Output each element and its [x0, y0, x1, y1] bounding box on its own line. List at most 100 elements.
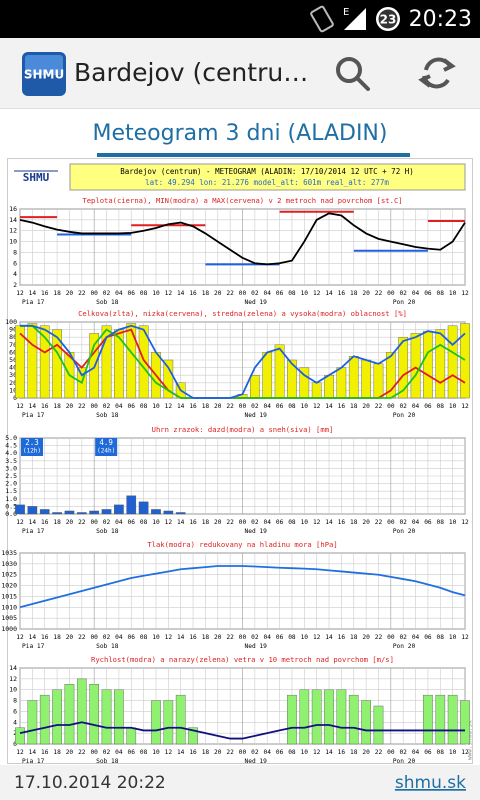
- y-tick-label: 4: [13, 718, 17, 726]
- x-tick-label: 22: [78, 749, 86, 756]
- x-tick-label: 04: [412, 634, 420, 641]
- x-tick-label: 02: [399, 634, 407, 641]
- bar: [435, 329, 446, 399]
- x-tick-label: 16: [41, 290, 49, 297]
- x-tick-label: 16: [189, 290, 197, 297]
- y-tick-label: 1.5: [5, 487, 17, 495]
- bar: [89, 510, 100, 515]
- x-tick-label: 06: [128, 290, 136, 297]
- x-tick-label: 18: [202, 749, 210, 756]
- x-tick-label: 22: [375, 634, 383, 641]
- line: [19, 721, 465, 740]
- day-label: Pia 17: [22, 528, 45, 535]
- x-tick-label: 10: [301, 634, 309, 641]
- x-tick-label: 14: [325, 749, 333, 756]
- x-tick-label: 08: [288, 519, 296, 526]
- x-tick-label: 20: [66, 749, 74, 756]
- x-tick-label: 12: [16, 403, 24, 410]
- x-tick-label: 02: [251, 519, 259, 526]
- x-tick-label: 12: [16, 519, 24, 526]
- header-line2: lat: 49.294 lon: 21.276 model_alt: 601m …: [145, 178, 389, 187]
- y-tick-label: 4.0: [5, 449, 17, 457]
- day-label: Pia 17: [22, 412, 45, 419]
- y-tick-label: 100: [5, 318, 17, 326]
- x-tick-label: 12: [461, 403, 469, 410]
- x-tick-label: 18: [53, 519, 61, 526]
- bar: [52, 329, 62, 399]
- day-label: Ned 19: [245, 758, 268, 765]
- bar: [101, 325, 112, 399]
- day-label: Pon 20: [393, 299, 416, 306]
- y-tick-label: 6: [13, 707, 17, 715]
- x-tick-label: 00: [90, 403, 98, 410]
- y-tick-label: 1035: [1, 549, 17, 557]
- sum-value: 4.9: [99, 438, 113, 447]
- y-tick-label: 0.0: [5, 510, 17, 518]
- bar: [348, 694, 359, 745]
- x-tick-label: 22: [226, 403, 234, 410]
- x-tick-label: 02: [251, 403, 259, 410]
- x-tick-label: 20: [214, 403, 222, 410]
- x-tick-label: 02: [103, 749, 111, 756]
- x-tick-label: 02: [103, 290, 111, 297]
- x-tick-label: 12: [313, 634, 321, 641]
- x-tick-label: 10: [449, 519, 457, 526]
- x-tick-label: 20: [214, 749, 222, 756]
- bar: [101, 689, 112, 745]
- x-tick-label: 04: [115, 519, 123, 526]
- bar: [299, 689, 310, 745]
- x-tick-label: 00: [239, 519, 247, 526]
- x-tick-label: 10: [449, 290, 457, 297]
- app-logo-text: SHMU: [24, 68, 64, 82]
- footer-link[interactable]: shmu.sk: [395, 773, 466, 793]
- x-tick-label: 02: [251, 290, 259, 297]
- x-tick-label: 20: [66, 634, 74, 641]
- sum-value: 2.3: [25, 438, 39, 447]
- bar: [324, 689, 334, 745]
- x-tick-label: 06: [276, 749, 284, 756]
- x-tick-label: 10: [449, 749, 457, 756]
- x-tick-label: 02: [103, 519, 111, 526]
- x-tick-label: 22: [78, 403, 86, 410]
- x-tick-label: 14: [177, 634, 185, 641]
- search-button[interactable]: [336, 57, 370, 91]
- bar: [262, 352, 273, 399]
- x-tick-label: 22: [226, 519, 234, 526]
- x-tick-label: 18: [53, 749, 61, 756]
- bar: [163, 700, 174, 745]
- x-tick-label: 12: [313, 519, 321, 526]
- day-label: Sob 18: [96, 643, 119, 650]
- badge-count: 23: [380, 13, 397, 27]
- y-tick-label: 40: [9, 364, 17, 372]
- x-tick-label: 16: [338, 519, 346, 526]
- x-tick-label: 18: [350, 634, 358, 641]
- bar: [435, 694, 446, 745]
- x-tick-label: 14: [325, 519, 333, 526]
- x-tick-label: 04: [115, 290, 123, 297]
- y-tick-label: 0.5: [5, 502, 17, 510]
- x-tick-label: 00: [239, 634, 247, 641]
- x-tick-label: 22: [78, 634, 86, 641]
- x-tick-label: 16: [338, 749, 346, 756]
- y-tick-label: 4.5: [5, 442, 17, 450]
- day-label: Sob 18: [96, 758, 119, 765]
- x-tick-label: 12: [165, 403, 173, 410]
- x-tick-label: 16: [41, 634, 49, 641]
- x-tick-label: 14: [325, 403, 333, 410]
- clock: 20:23: [409, 7, 472, 32]
- bar: [27, 506, 38, 515]
- x-tick-label: 00: [90, 634, 98, 641]
- line: [19, 212, 466, 266]
- x-tick-label: 06: [276, 403, 284, 410]
- refresh-button[interactable]: [418, 57, 456, 89]
- x-tick-label: 06: [276, 634, 284, 641]
- x-tick-label: 10: [301, 290, 309, 297]
- x-tick-label: 10: [152, 634, 160, 641]
- bar: [398, 337, 409, 399]
- bar: [126, 495, 137, 515]
- bar: [447, 694, 458, 745]
- panel-title: Teplota(cierna), MIN(modra) a MAX(cerven…: [82, 196, 402, 205]
- y-tick-label: 2: [13, 281, 17, 289]
- bar: [138, 501, 149, 515]
- x-tick-label: 22: [226, 634, 234, 641]
